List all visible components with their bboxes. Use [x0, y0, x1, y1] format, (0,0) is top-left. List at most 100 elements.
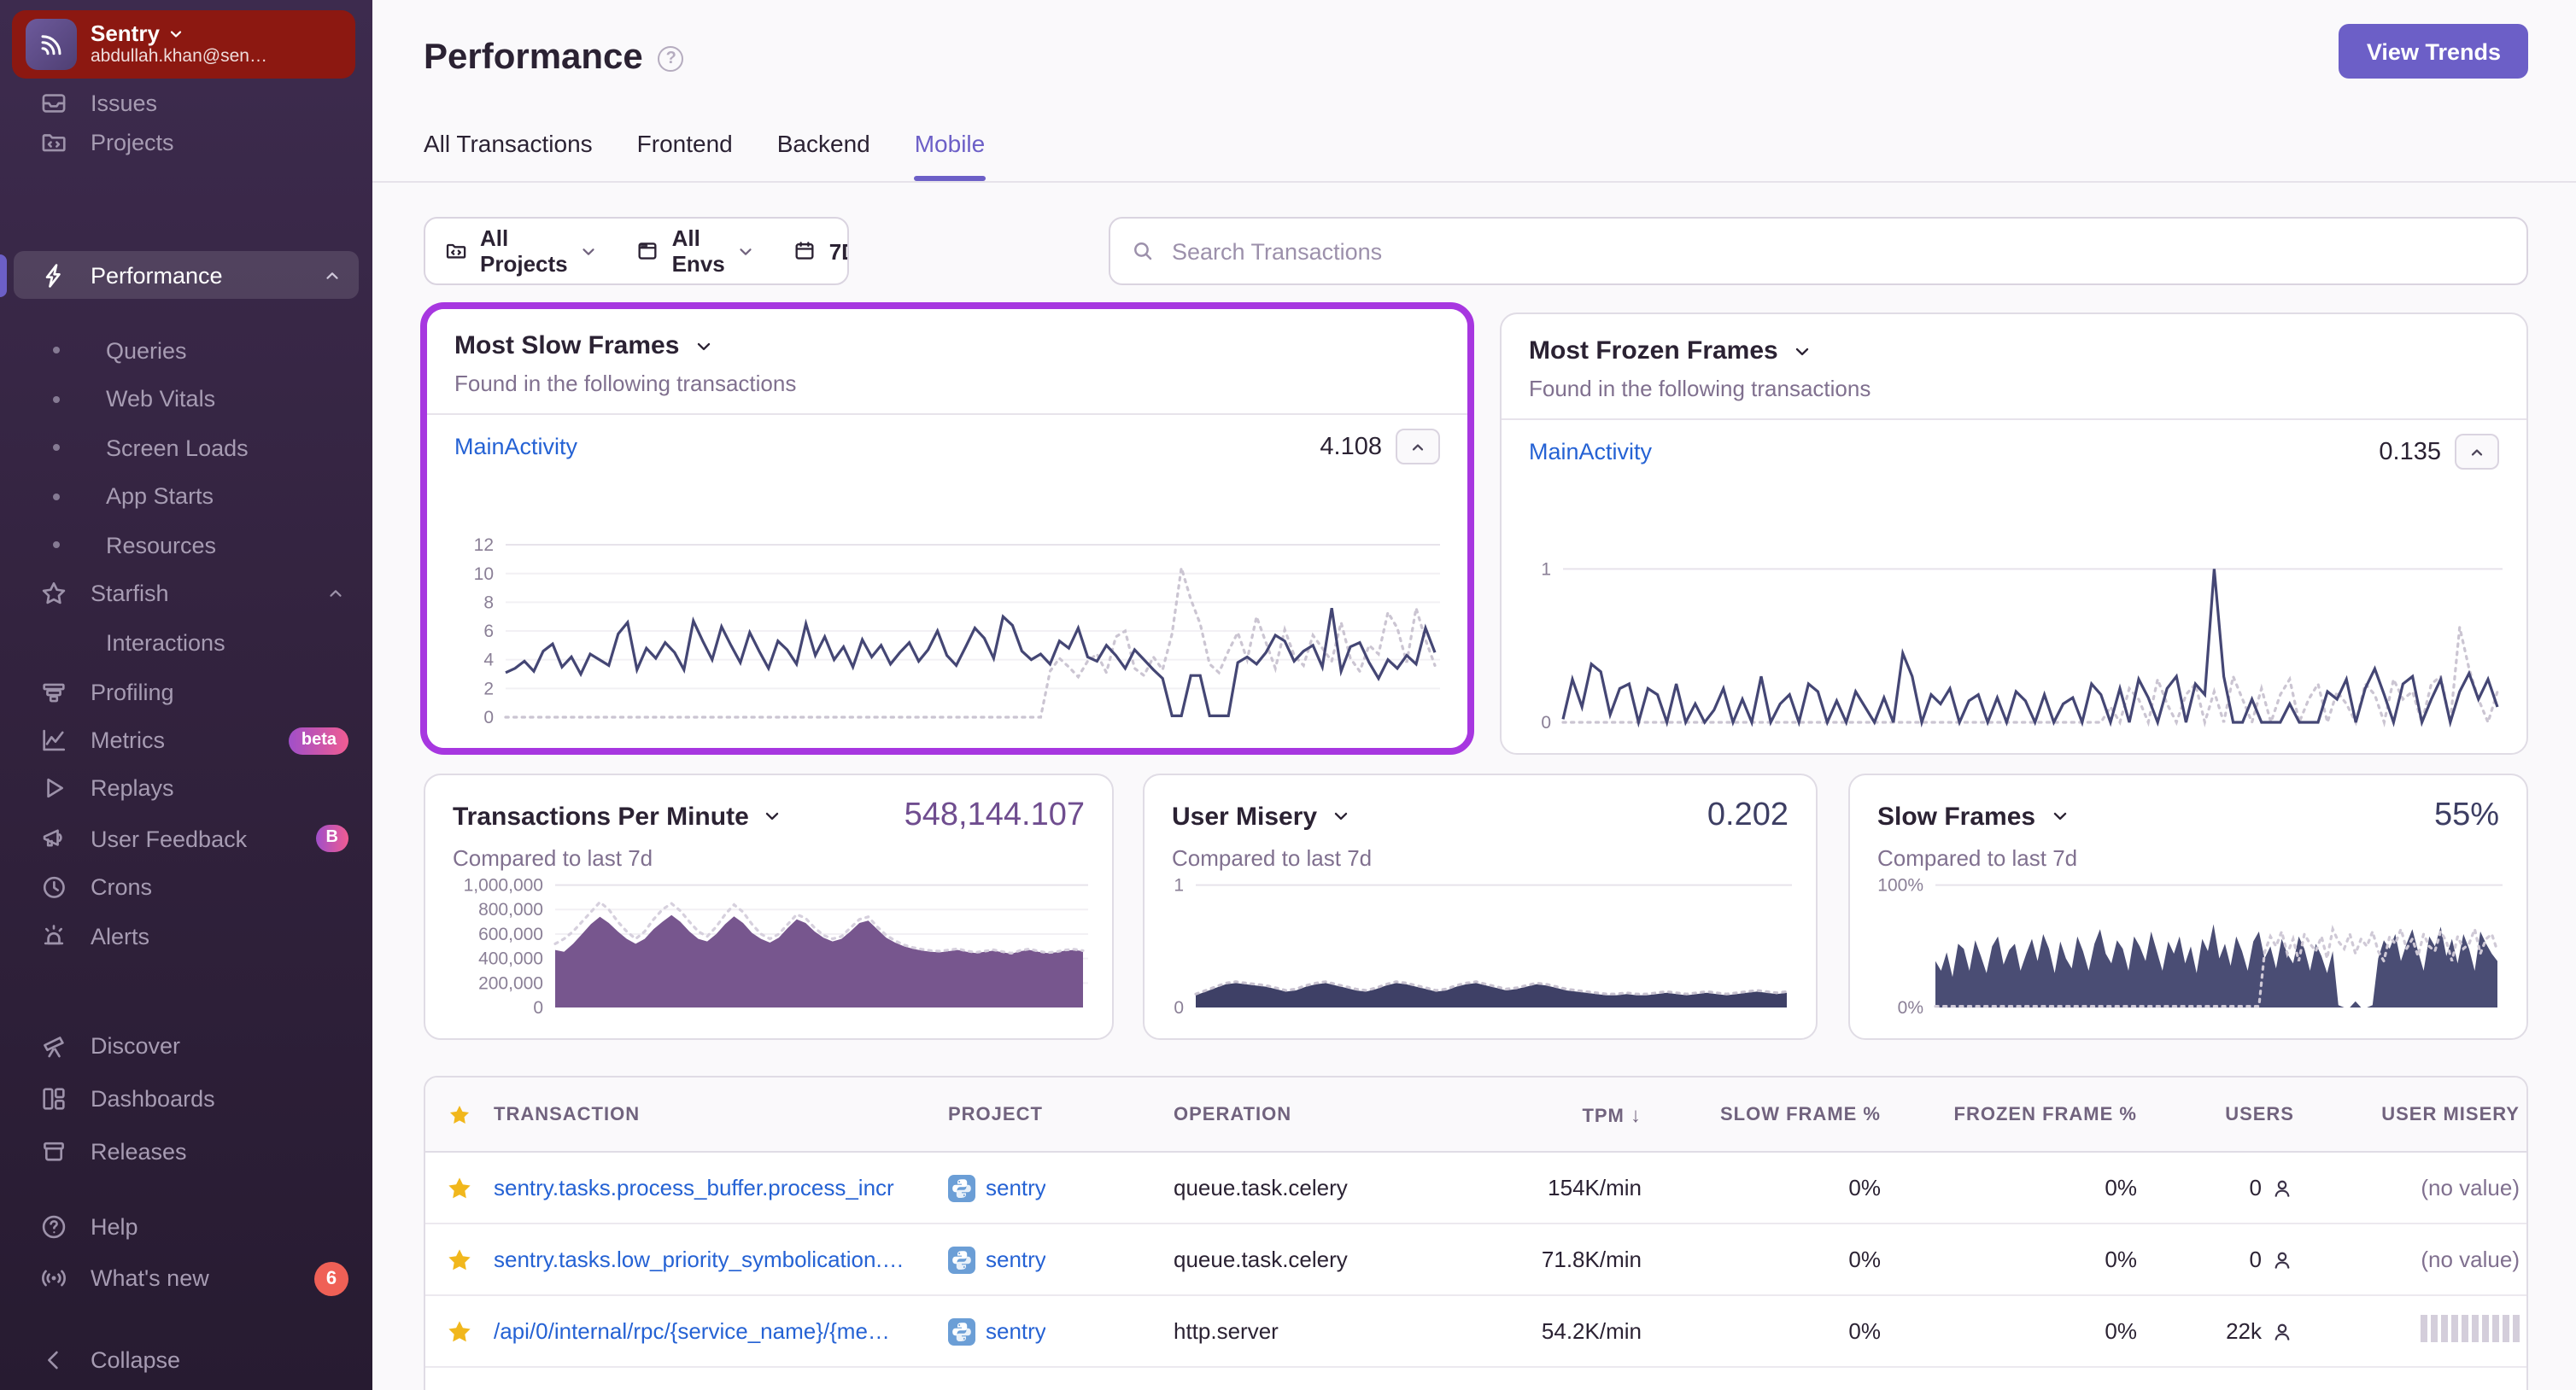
collapse-chart-button[interactable] [1396, 429, 1440, 464]
sidebar-item-label: Alerts [91, 924, 150, 949]
transaction-link[interactable]: /api/0/internal/rpc/{service_name}/{me… [494, 1318, 890, 1344]
org-switcher[interactable]: Sentry abdullah.khan@sen… [12, 10, 355, 79]
transaction-link[interactable]: MainActivity [1529, 439, 1653, 464]
siren-icon [38, 921, 68, 952]
sidebar-item-alerts[interactable]: Alerts [0, 913, 372, 961]
page-title: Performance [424, 38, 643, 77]
svg-text:600,000: 600,000 [478, 925, 543, 944]
bullet-icon [53, 493, 60, 499]
user-misery-cell [2301, 1315, 2526, 1347]
sidebar-item-issues[interactable]: Issues [0, 84, 372, 123]
column-header-slow-frame[interactable]: SLOW FRAME % [1720, 1104, 1881, 1124]
column-header-tpm[interactable]: TPM ↓ [1582, 1102, 1642, 1126]
sidebar-item-replays[interactable]: Replays [0, 764, 372, 812]
chevron-down-icon[interactable] [2049, 806, 2070, 826]
star-icon[interactable] [425, 1102, 494, 1126]
project-link[interactable]: sentry [986, 1175, 1046, 1200]
chevron-down-icon[interactable] [693, 336, 713, 356]
column-header-frozen-frame[interactable]: FROZEN FRAME % [1953, 1104, 2137, 1124]
sidebar-item-screen-loads[interactable]: Screen Loads [0, 423, 372, 471]
users-cell: 0 [2144, 1247, 2301, 1272]
collapse-chart-button[interactable] [2455, 434, 2499, 470]
widget-title: Most Frozen Frames [1529, 336, 1778, 365]
sidebar-item-crons[interactable]: Crons [0, 862, 372, 910]
transaction-link[interactable]: MainActivity [454, 434, 578, 459]
column-header-users[interactable]: USERS [2225, 1104, 2294, 1124]
sidebar-item-profiling[interactable]: Profiling [0, 668, 372, 715]
chevron-down-icon[interactable] [1792, 341, 1812, 361]
chevron-up-icon [323, 266, 342, 284]
user-icon [2270, 1247, 2294, 1271]
project-filter-dropdown[interactable]: All Projects [425, 219, 618, 283]
widget-subtitle: Compared to last 7d [453, 845, 653, 871]
tab-mobile[interactable]: Mobile [914, 130, 986, 181]
issues-icon [38, 88, 68, 119]
column-header-user-misery[interactable]: USER MISERY [2381, 1104, 2520, 1124]
sidebar-item-releases[interactable]: Releases [0, 1127, 372, 1175]
view-trends-button[interactable]: View Trends [2339, 24, 2528, 79]
svg-text:400,000: 400,000 [478, 949, 543, 969]
chevron-down-icon[interactable] [1331, 806, 1351, 826]
search-icon [1131, 239, 1155, 263]
column-header-transaction[interactable]: TRANSACTION [494, 1104, 641, 1124]
sidebar-item-starfish[interactable]: Starfish [0, 569, 372, 617]
sidebar-item-app-starts[interactable]: App Starts [0, 472, 372, 520]
sidebar-item-web-vitals[interactable]: Web Vitals [0, 375, 372, 423]
column-header-project[interactable]: PROJECT [948, 1104, 1043, 1124]
tab-all-transactions[interactable]: All Transactions [424, 130, 593, 157]
page-filter-bar: All Projects All Envs 7D [424, 217, 849, 285]
sidebar-item-dashboards[interactable]: Dashboards [0, 1075, 372, 1123]
table-row: /api/0/internal/rpc/{service_name}/{me… … [425, 1296, 2526, 1368]
star-icon[interactable] [425, 1174, 494, 1201]
slow-frames-chart: 0% 100% [1877, 876, 2503, 1016]
table-header-row: TRANSACTION PROJECT OPERATION TPM ↓ SLOW… [425, 1078, 2526, 1153]
svg-text:100%: 100% [1877, 876, 1923, 896]
sidebar-item-label: Starfish [91, 581, 169, 606]
svg-text:6: 6 [483, 622, 494, 641]
project-link[interactable]: sentry [986, 1318, 1046, 1344]
star-icon[interactable] [425, 1317, 494, 1345]
sidebar-item-label: Resources [106, 532, 217, 558]
sidebar-item-help[interactable]: Help [0, 1203, 372, 1251]
chevron-up-icon [326, 584, 345, 603]
sort-desc-icon: ↓ [1630, 1102, 1642, 1126]
sidebar-item-whats-new[interactable]: What's new 6 [0, 1254, 372, 1302]
sidebar-item-interactions[interactable]: Interactions [0, 618, 372, 666]
most-slow-frames-card: Most Slow Frames Found in the following … [427, 309, 1467, 748]
sidebar-item-metrics[interactable]: Metrics beta [0, 716, 372, 764]
widget-title: Slow Frames [1877, 802, 2036, 831]
tab-backend[interactable]: Backend [776, 130, 870, 157]
chevron-down-icon [580, 242, 599, 260]
chevron-down-icon[interactable] [763, 806, 783, 826]
user-misery-cell: (no value) [2301, 1247, 2526, 1272]
search-transactions-input[interactable] [1168, 237, 2506, 266]
environment-filter-dropdown[interactable]: All Envs [618, 219, 775, 283]
sidebar-item-discover[interactable]: Discover [0, 1022, 372, 1070]
tab-frontend[interactable]: Frontend [636, 130, 733, 157]
sidebar-item-user-feedback[interactable]: User Feedback B [0, 815, 372, 862]
help-icon[interactable]: ? [658, 45, 684, 71]
date-range-dropdown[interactable]: 7D [775, 219, 847, 283]
sidebar-item-resources[interactable]: Resources [0, 521, 372, 569]
svg-text:10: 10 [474, 564, 494, 584]
sidebar-item-queries[interactable]: Queries [0, 326, 372, 374]
svg-text:0: 0 [1174, 998, 1184, 1016]
transaction-link[interactable]: sentry.tasks.low_priority_symbolication.… [494, 1247, 905, 1272]
org-name: Sentry [91, 20, 267, 47]
sidebar-item-performance[interactable]: Performance [14, 251, 359, 299]
operation-cell: http.server [1174, 1318, 1279, 1344]
star-icon[interactable] [425, 1246, 494, 1273]
project-link[interactable]: sentry [986, 1247, 1046, 1272]
widget-value: 548,144.107 [904, 797, 1085, 833]
user-misery-chart: 01 [1174, 876, 1792, 1016]
sidebar-collapse-button[interactable]: Collapse [0, 1335, 372, 1383]
transaction-value: 4.108 [1320, 433, 1382, 460]
transaction-value: 0.135 [2379, 438, 2441, 465]
operation-cell: queue.task.celery [1174, 1247, 1348, 1272]
transaction-link[interactable]: sentry.tasks.process_buffer.process_incr [494, 1175, 894, 1200]
sidebar-item-projects[interactable]: Projects [0, 123, 372, 162]
widget-title: User Misery [1172, 802, 1318, 831]
feature-badge: B [315, 825, 348, 852]
column-header-operation[interactable]: OPERATION [1174, 1104, 1292, 1124]
user-misery-value: (no value) [2421, 1175, 2520, 1200]
